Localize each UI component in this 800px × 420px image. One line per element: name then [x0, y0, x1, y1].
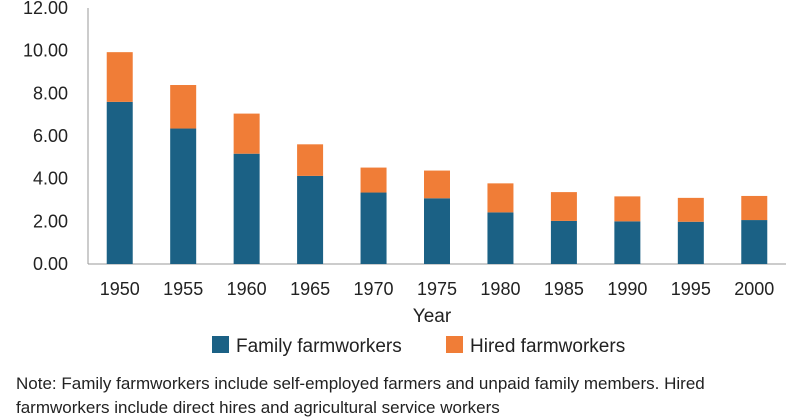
x-axis-title: Year: [413, 306, 452, 327]
x-tick-label: 1965: [290, 279, 330, 299]
bar-family-1985: [550, 220, 577, 264]
bar-family-1970: [360, 192, 387, 264]
y-tick-label: 0.00: [33, 254, 68, 274]
bar-hired-1970: [360, 167, 387, 193]
y-tick-label: 6.00: [33, 126, 68, 146]
bar-hired-1950: [106, 52, 133, 102]
y-tick-label: 8.00: [33, 83, 68, 103]
bar-hired-1960: [233, 113, 260, 154]
x-tick-label: 1975: [417, 279, 457, 299]
bar-family-1980: [487, 212, 514, 264]
bar-hired-1995: [677, 197, 704, 222]
x-tick-label: 1995: [671, 279, 711, 299]
y-tick-label: 10.00: [23, 41, 68, 61]
bar-hired-1990: [614, 196, 641, 222]
bar-hired-1955: [170, 85, 197, 129]
y-tick-label: 12.00: [23, 0, 68, 18]
bar-family-2000: [741, 220, 768, 264]
chart-note: Note: Family farmworkers include self-em…: [16, 374, 705, 417]
bar-hired-1985: [550, 192, 577, 221]
x-axis: 1950 1955 1960 1965 1970 1975 1980 1985 1990 1995…: [88, 263, 786, 299]
x-tick-label: 2000: [734, 279, 774, 299]
x-tick-label: 1960: [227, 279, 267, 299]
x-tick-label: 1970: [354, 279, 394, 299]
bar-family-1960: [233, 153, 260, 264]
y-tick-label: 4.00: [33, 169, 68, 189]
bar-family-1955: [170, 128, 197, 264]
x-tick-label: 1990: [607, 279, 647, 299]
bar-hired-1975: [424, 170, 450, 199]
legend-label-hired: Hired farmworkers: [470, 336, 625, 357]
bars: [106, 52, 768, 264]
x-tick-label: 1980: [480, 279, 520, 299]
legend-swatch-family: [212, 336, 229, 353]
y-axis: 0.00 2.00 4.00 6.00 8.00 10.00 12.00: [23, 0, 89, 274]
x-tick-label: 1950: [100, 279, 140, 299]
bar-family-1950: [106, 101, 133, 264]
legend: Family farmworkers Hired farmworkers: [212, 336, 625, 357]
bar-hired-1965: [297, 144, 324, 176]
x-tick-label: 1985: [544, 279, 584, 299]
bar-family-1975: [424, 198, 450, 264]
legend-swatch-hired: [446, 336, 463, 353]
bar-hired-2000: [741, 195, 768, 221]
bar-family-1990: [614, 221, 641, 264]
bar-family-1995: [677, 221, 704, 264]
y-tick-label: 2.00: [33, 211, 68, 231]
x-tick-label: 1955: [163, 279, 203, 299]
bar-hired-1980: [487, 183, 514, 213]
legend-label-family: Family farmworkers: [236, 336, 402, 357]
bar-family-1965: [297, 175, 324, 264]
